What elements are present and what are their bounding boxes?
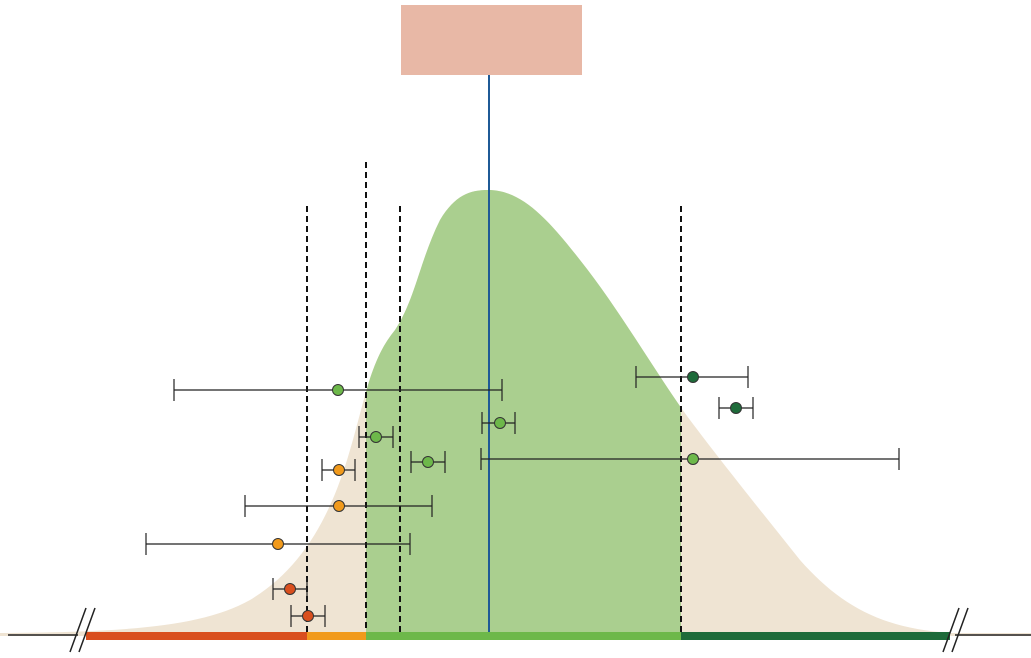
- point-marker: [284, 583, 296, 595]
- point-marker: [333, 500, 345, 512]
- point-marker: [687, 371, 699, 383]
- estimate-point-light-green: [481, 412, 516, 434]
- category-segment-dark-green: [681, 632, 950, 640]
- estimate-point-red: [290, 605, 326, 627]
- estimate-point-light-green: [410, 451, 446, 473]
- estimate-point-red: [272, 578, 308, 600]
- estimate-point-light-green: [480, 448, 900, 470]
- estimate-point-orange: [321, 459, 356, 481]
- point-marker: [422, 456, 434, 468]
- estimate-point-light-green: [173, 379, 503, 401]
- center-box: [401, 5, 582, 75]
- point-marker: [730, 402, 742, 414]
- point-marker: [302, 610, 314, 622]
- estimate-points: [145, 366, 900, 627]
- estimate-point-dark-green: [635, 366, 749, 388]
- axis-break-right: [942, 607, 969, 653]
- estimate-point-orange: [145, 533, 411, 555]
- estimate-point-orange: [244, 495, 433, 517]
- point-marker: [370, 431, 382, 443]
- point-marker: [687, 453, 699, 465]
- estimate-point-dark-green: [718, 397, 754, 419]
- axis-break-left: [69, 607, 96, 653]
- point-marker: [333, 464, 345, 476]
- point-marker: [272, 538, 284, 550]
- category-segment-orange: [307, 632, 366, 640]
- estimate-point-light-green: [358, 426, 394, 448]
- green-highlight-region: [366, 190, 681, 636]
- point-marker: [332, 384, 344, 396]
- point-marker: [494, 417, 506, 429]
- category-segment-light-green: [366, 632, 681, 640]
- category-segment-red: [86, 632, 307, 640]
